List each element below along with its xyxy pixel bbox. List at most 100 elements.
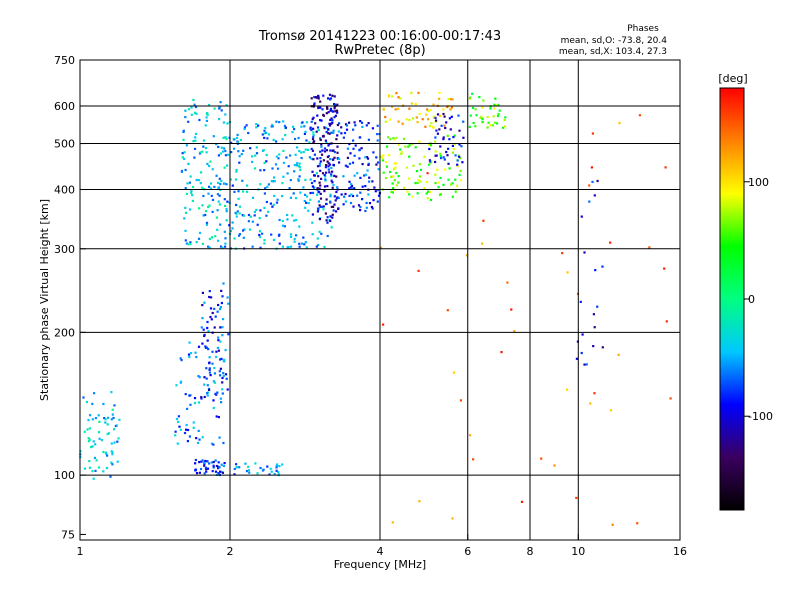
data-point bbox=[188, 355, 191, 359]
data-point bbox=[204, 213, 207, 217]
data-point bbox=[195, 178, 198, 182]
data-point bbox=[322, 205, 325, 208]
data-point bbox=[212, 406, 215, 410]
data-point bbox=[243, 126, 247, 129]
data-point bbox=[187, 353, 191, 356]
data-point bbox=[332, 129, 335, 132]
data-point bbox=[313, 180, 316, 183]
data-point bbox=[87, 440, 91, 443]
data-point bbox=[393, 179, 396, 182]
data-point bbox=[293, 170, 296, 173]
data-point bbox=[323, 127, 326, 130]
phase-stats-o: mean, sd,O: -73.8, 20.4 bbox=[561, 36, 668, 46]
data-point bbox=[440, 157, 443, 160]
colorbar-tick-label: 100 bbox=[748, 176, 769, 189]
data-point bbox=[103, 417, 106, 420]
data-point bbox=[263, 239, 266, 242]
data-point bbox=[204, 345, 207, 348]
data-point bbox=[220, 179, 223, 183]
data-point bbox=[317, 95, 320, 98]
data-point bbox=[245, 190, 249, 193]
data-point bbox=[209, 187, 213, 190]
data-point bbox=[442, 112, 445, 116]
data-point bbox=[187, 243, 190, 246]
data-point bbox=[277, 473, 280, 476]
data-point bbox=[292, 125, 295, 128]
data-point bbox=[360, 121, 364, 124]
data-point bbox=[472, 121, 475, 125]
data-point bbox=[110, 442, 113, 445]
data-point bbox=[116, 460, 119, 463]
data-point bbox=[329, 118, 332, 121]
data-point bbox=[236, 210, 239, 213]
data-point bbox=[348, 180, 351, 183]
data-point bbox=[111, 408, 114, 411]
data-point bbox=[617, 353, 620, 356]
data-point bbox=[315, 172, 318, 175]
data-point bbox=[417, 91, 420, 94]
data-point bbox=[601, 346, 604, 349]
data-point bbox=[327, 162, 330, 165]
data-point bbox=[244, 462, 247, 465]
data-point bbox=[212, 135, 215, 138]
data-point bbox=[220, 357, 223, 360]
data-point bbox=[293, 137, 297, 141]
data-point bbox=[267, 210, 270, 213]
data-point bbox=[176, 442, 179, 445]
data-point bbox=[382, 108, 385, 111]
data-point bbox=[393, 138, 396, 141]
data-point bbox=[281, 195, 284, 198]
data-point bbox=[217, 467, 220, 470]
data-point bbox=[222, 374, 225, 377]
data-point bbox=[277, 471, 280, 474]
data-point bbox=[211, 362, 214, 365]
data-point bbox=[337, 196, 340, 200]
data-point bbox=[412, 164, 415, 167]
data-point bbox=[248, 471, 251, 474]
data-point bbox=[208, 185, 211, 188]
data-point bbox=[275, 469, 278, 472]
data-point bbox=[442, 138, 445, 141]
data-point bbox=[438, 91, 441, 94]
data-point bbox=[266, 185, 269, 188]
data-point bbox=[180, 359, 183, 362]
data-point bbox=[307, 209, 310, 212]
data-point bbox=[216, 391, 219, 394]
data-point bbox=[258, 217, 261, 220]
data-point bbox=[198, 207, 201, 210]
data-point bbox=[184, 109, 187, 112]
data-point bbox=[428, 147, 431, 151]
data-point bbox=[293, 219, 296, 222]
data-point bbox=[317, 200, 320, 203]
data-point bbox=[272, 180, 275, 183]
data-point bbox=[313, 153, 316, 156]
data-point bbox=[342, 136, 345, 139]
data-point bbox=[439, 145, 442, 148]
data-point bbox=[305, 201, 308, 204]
data-point bbox=[284, 134, 287, 137]
data-point bbox=[354, 144, 357, 147]
data-point bbox=[221, 150, 225, 153]
data-point bbox=[179, 357, 182, 360]
data-point bbox=[329, 195, 332, 198]
data-point bbox=[208, 361, 211, 364]
data-point bbox=[215, 393, 218, 396]
data-point bbox=[493, 103, 496, 106]
data-point bbox=[199, 467, 203, 471]
data-point bbox=[224, 154, 227, 157]
data-point bbox=[194, 351, 197, 354]
data-point bbox=[349, 201, 353, 205]
data-point bbox=[317, 207, 320, 210]
data-point bbox=[289, 179, 292, 182]
data-point bbox=[212, 399, 215, 402]
data-point bbox=[446, 134, 449, 137]
data-point bbox=[102, 470, 105, 473]
data-point bbox=[333, 195, 336, 198]
data-point bbox=[188, 394, 191, 397]
data-point bbox=[417, 269, 420, 272]
data-point bbox=[275, 201, 279, 204]
data-point bbox=[331, 110, 334, 113]
data-point bbox=[376, 139, 379, 142]
data-point bbox=[221, 381, 224, 384]
data-point bbox=[503, 118, 506, 122]
